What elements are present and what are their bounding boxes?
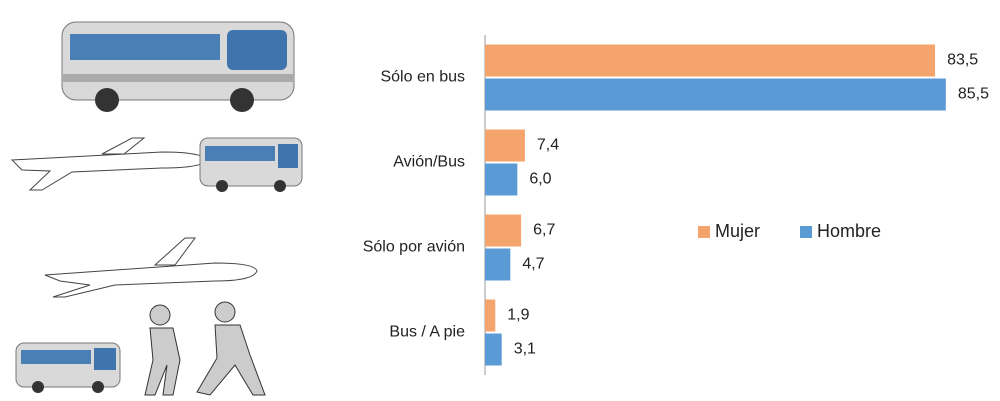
value-label: 4,7: [522, 256, 544, 273]
category-label: Sólo en bus: [380, 69, 465, 86]
legend-swatch: [698, 226, 710, 238]
bar: [485, 248, 511, 281]
value-label: 1,9: [507, 307, 529, 324]
bar: [485, 44, 936, 77]
bus-icon: [199, 137, 303, 192]
bar: [485, 129, 525, 162]
category-label: Bus / A pie: [389, 324, 465, 341]
value-label: 6,7: [533, 222, 555, 239]
bar: [485, 163, 518, 196]
bar: [485, 333, 502, 366]
value-label: 7,4: [537, 137, 559, 154]
legend-label: Mujer: [715, 221, 760, 241]
category-label: Avión/Bus: [393, 154, 465, 171]
walkers-icon: [144, 301, 266, 396]
value-label: 3,1: [514, 341, 536, 358]
legend-swatch: [800, 226, 813, 238]
bar: [485, 214, 522, 247]
value-label: 83,5: [947, 52, 978, 69]
value-label: 6,0: [529, 171, 551, 188]
bus-icon: [61, 21, 295, 112]
bus-icon: [15, 342, 121, 393]
bar: [485, 78, 946, 111]
bar: [485, 299, 496, 332]
value-label: 85,5: [958, 86, 989, 103]
legend-label: Hombre: [817, 221, 881, 241]
category-label: Sólo por avión: [363, 239, 465, 256]
plane-icon: [10, 137, 208, 191]
plane-icon: [44, 237, 258, 298]
